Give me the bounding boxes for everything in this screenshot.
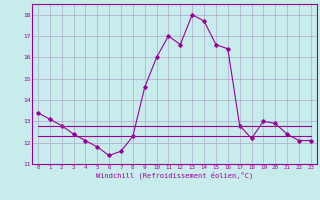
X-axis label: Windchill (Refroidissement éolien,°C): Windchill (Refroidissement éolien,°C) bbox=[96, 172, 253, 179]
